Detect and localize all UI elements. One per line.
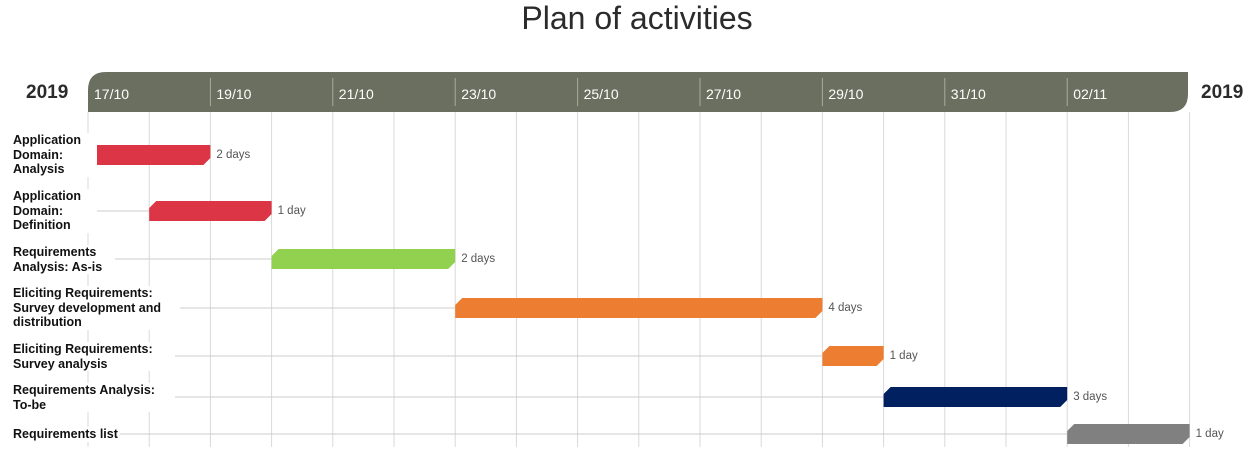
grid-lines [87, 78, 1191, 447]
task-label: Requirements Analysis: As-is [13, 245, 115, 274]
task-bar [271, 249, 456, 269]
task-bar [822, 346, 884, 366]
task-bar [1067, 424, 1190, 444]
x-tick-label: 29/10 [828, 86, 864, 102]
task-bar [455, 298, 823, 318]
task-label: Application Domain: Analysis [13, 133, 97, 177]
task-bar [883, 387, 1068, 407]
year-end-label: 2019 [1201, 82, 1244, 103]
year-start-label: 2019 [26, 82, 69, 103]
task-bar [149, 201, 272, 221]
duration-label: 3 days [1073, 391, 1108, 403]
task-label: Application Domain: Definition [13, 189, 97, 233]
duration-label: 4 days [828, 302, 863, 314]
task-bars [88, 145, 1190, 444]
task-bar [88, 145, 211, 165]
x-tick-label: 25/10 [583, 86, 619, 102]
duration-label: 1 day [1195, 428, 1224, 440]
task-label: Requirements Analysis: To-be [13, 383, 175, 412]
x-tick-label: 19/10 [216, 86, 252, 102]
task-label: Requirements list [13, 427, 120, 442]
x-tick-label: 02/11 [1073, 86, 1108, 102]
task-label: Eliciting Requirements: Survey developme… [13, 286, 180, 330]
x-tick-label: 23/10 [461, 86, 497, 102]
duration-label: 2 days [461, 253, 496, 265]
task-label: Eliciting Requirements: Survey analysis [13, 342, 175, 371]
timeline-header [88, 72, 1188, 112]
x-tick-label: 17/10 [94, 86, 130, 102]
chart-title: Plan of activities [521, 0, 753, 36]
duration-label: 1 day [889, 350, 918, 362]
duration-label: 1 day [277, 205, 306, 217]
x-tick-label: 27/10 [706, 86, 742, 102]
duration-label: 2 days [216, 149, 251, 161]
x-tick-label: 31/10 [950, 86, 986, 102]
x-tick-label: 21/10 [338, 86, 374, 102]
